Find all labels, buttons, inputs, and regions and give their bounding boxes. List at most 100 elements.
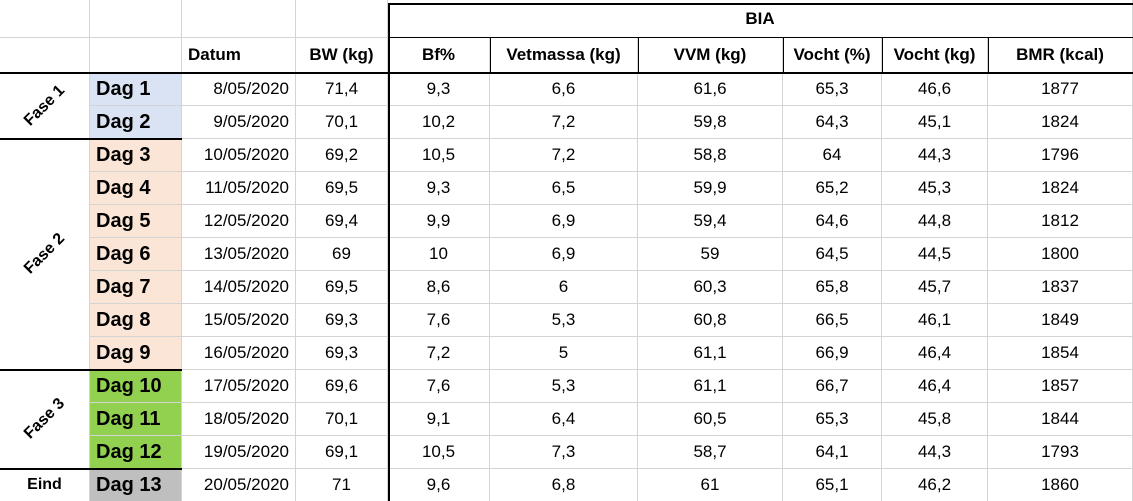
day-label-text: Dag 1 <box>96 77 151 100</box>
value-cell: 65,1 <box>783 469 882 501</box>
border <box>388 3 1133 5</box>
border <box>388 3 390 501</box>
value-cell-text: 7,3 <box>551 442 576 461</box>
value-cell: 9,3 <box>388 73 490 106</box>
value-cell-text: 45,8 <box>917 409 952 428</box>
value-cell: 61 <box>638 469 783 501</box>
value-cell: 70,1 <box>296 403 388 436</box>
column-header: Vetmassa (kg) <box>490 38 638 73</box>
value-cell: 6,9 <box>490 205 638 238</box>
column-header-text: VVM (kg) <box>673 45 747 64</box>
value-cell: 8,6 <box>388 271 490 304</box>
value-cell-text: 69,4 <box>324 211 359 230</box>
value-cell: 14/05/2020 <box>182 271 296 304</box>
value-cell: 9,1 <box>388 403 490 436</box>
value-cell-text: 1824 <box>1041 178 1079 197</box>
value-cell: 44,3 <box>882 139 988 172</box>
value-cell: 44,8 <box>882 205 988 238</box>
day-label: Dag 8 <box>90 304 182 337</box>
value-cell-text: 9,3 <box>426 79 451 98</box>
value-cell: 65,2 <box>783 172 882 205</box>
day-label-text: Dag 13 <box>96 473 162 496</box>
value-cell: 46,1 <box>882 304 988 337</box>
value-cell-text: 71 <box>332 475 351 494</box>
value-cell: 1857 <box>988 370 1133 403</box>
day-label-text: Dag 10 <box>96 374 162 397</box>
value-cell: 46,4 <box>882 337 988 370</box>
value-cell-text: 7,2 <box>551 112 576 131</box>
value-cell-text: 64,3 <box>815 112 849 131</box>
value-cell: 69,1 <box>296 436 388 469</box>
value-cell-text: 65,3 <box>815 409 849 428</box>
day-label-text: Dag 2 <box>96 110 151 133</box>
value-cell: 60,3 <box>638 271 783 304</box>
value-cell-text: 10,5 <box>421 442 456 461</box>
day-label: Dag 9 <box>90 337 182 370</box>
value-cell: 1854 <box>988 337 1133 370</box>
value-cell: 16/05/2020 <box>182 337 296 370</box>
value-cell: 1800 <box>988 238 1133 271</box>
value-cell: 64,1 <box>783 436 882 469</box>
value-cell: 10/05/2020 <box>182 139 296 172</box>
value-cell-text: 6 <box>558 277 569 296</box>
phase-label-text: Fase 1 <box>20 81 68 129</box>
value-cell: 11/05/2020 <box>182 172 296 205</box>
value-cell: 7,3 <box>490 436 638 469</box>
day-label: Dag 3 <box>90 139 182 172</box>
value-cell: 65,8 <box>783 271 882 304</box>
border <box>638 38 639 73</box>
value-cell-text: 6,9 <box>551 211 576 230</box>
column-header-text: BW (kg) <box>309 45 374 64</box>
day-label-text: Dag 9 <box>96 341 151 364</box>
value-cell-text: 10 <box>429 244 448 263</box>
value-cell: 7,2 <box>388 337 490 370</box>
value-cell-text: 60,5 <box>693 409 727 428</box>
value-cell: 59,8 <box>638 106 783 139</box>
day-label-text: Dag 6 <box>96 242 151 265</box>
value-cell-text: 46,2 <box>917 475 952 494</box>
value-cell-text: 46,1 <box>917 310 952 329</box>
value-cell: 69,4 <box>296 205 388 238</box>
value-cell-text: 1860 <box>1041 475 1079 494</box>
column-header: BMR (kcal) <box>988 38 1133 73</box>
value-cell: 45,1 <box>882 106 988 139</box>
value-cell-text: 8/05/2020 <box>213 79 289 98</box>
value-cell: 7,2 <box>490 139 638 172</box>
value-cell-text: 45,1 <box>917 112 952 131</box>
value-cell: 5,3 <box>490 370 638 403</box>
value-cell: 66,9 <box>783 337 882 370</box>
value-cell: 59 <box>638 238 783 271</box>
column-header: Vocht (%) <box>783 38 882 73</box>
phase-label: Fase 2 <box>0 139 90 370</box>
value-cell: 10 <box>388 238 490 271</box>
value-cell-text: 58,8 <box>693 145 727 164</box>
value-cell-text: 1796 <box>1041 145 1079 164</box>
value-cell-text: 9,9 <box>426 211 451 230</box>
value-cell-text: 12/05/2020 <box>203 211 289 230</box>
value-cell: 61,6 <box>638 73 783 106</box>
value-cell: 69 <box>296 238 388 271</box>
value-cell: 13/05/2020 <box>182 238 296 271</box>
value-cell: 70,1 <box>296 106 388 139</box>
column-header-text: Vetmassa (kg) <box>506 45 621 64</box>
phase-label: Fase 1 <box>0 73 90 139</box>
column-header-text: Bf% <box>421 45 456 64</box>
value-cell: 1844 <box>988 403 1133 436</box>
day-label: Dag 7 <box>90 271 182 304</box>
value-cell-text: 9,3 <box>426 178 451 197</box>
value-cell-text: 69,6 <box>324 376 359 395</box>
value-cell: 58,7 <box>638 436 783 469</box>
column-header-text: BMR (kcal) <box>1016 45 1104 64</box>
value-cell-text: 8,6 <box>426 277 451 296</box>
value-cell: 69,3 <box>296 337 388 370</box>
value-cell-text: 70,1 <box>324 112 359 131</box>
border <box>882 38 883 73</box>
value-cell-text: 65,8 <box>815 277 849 296</box>
value-cell-text: 7,6 <box>426 376 451 395</box>
value-cell-text: 59,9 <box>693 178 727 197</box>
border <box>0 72 1133 74</box>
day-label-text: Dag 12 <box>96 440 162 463</box>
value-cell-text: 46,6 <box>917 79 952 98</box>
column-header: Vocht (kg) <box>882 38 988 73</box>
value-cell-text: 10/05/2020 <box>203 145 289 164</box>
